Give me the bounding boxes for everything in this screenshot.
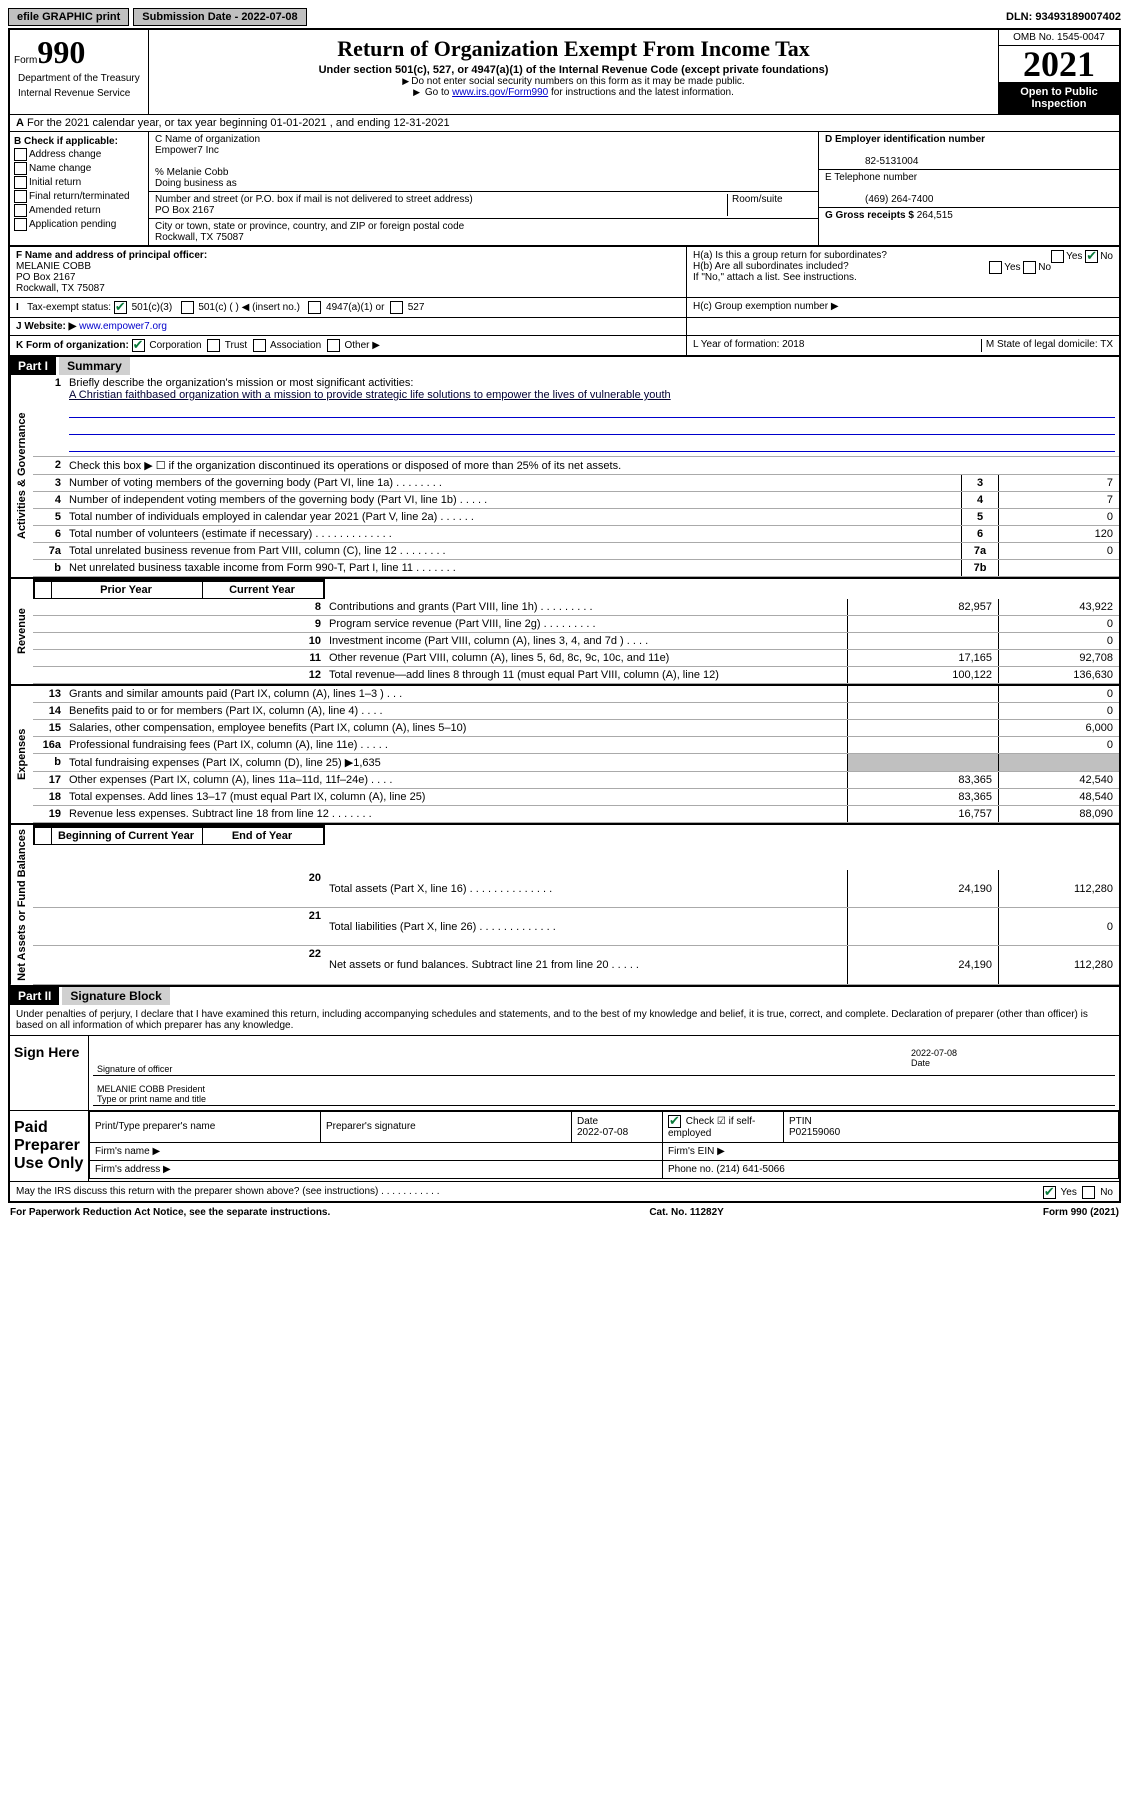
part1-header: Part I: [10, 357, 56, 375]
line-8: 8Contributions and grants (Part VIII, li…: [33, 599, 1119, 616]
perjury-declaration: Under penalties of perjury, I declare th…: [10, 1005, 1119, 1036]
submission-date: Submission Date - 2022-07-08: [133, 8, 306, 26]
phone: (469) 264-7400: [825, 194, 933, 205]
year-formation: L Year of formation: 2018: [693, 339, 981, 352]
line-5: 5Total number of individuals employed in…: [33, 509, 1119, 526]
cat-number: Cat. No. 11282Y: [649, 1207, 723, 1218]
side-netassets: Net Assets or Fund Balances: [10, 825, 33, 985]
rows-f-through-k: F Name and address of principal officer:…: [8, 247, 1121, 357]
form-footer: Form 990 (2021): [1043, 1207, 1119, 1218]
room-suite: Room/suite: [727, 194, 812, 216]
efile-button[interactable]: efile GRAPHIC print: [8, 8, 129, 26]
line-14: 14Benefits paid to or for members (Part …: [33, 703, 1119, 720]
part1-netassets: Net Assets or Fund Balances Beginning of…: [8, 825, 1121, 987]
addr-label: Number and street (or P.O. box if mail i…: [155, 194, 473, 205]
pra-notice: For Paperwork Reduction Act Notice, see …: [10, 1207, 330, 1218]
line-13: 13Grants and similar amounts paid (Part …: [33, 686, 1119, 703]
form-subtitle: Under section 501(c), 527, or 4947(a)(1)…: [157, 64, 990, 76]
line-9: 9Program service revenue (Part VIII, lin…: [33, 616, 1119, 633]
dept-treasury: Department of the Treasury: [14, 71, 144, 86]
dba-label: Doing business as: [155, 178, 237, 189]
tax-year: 2021: [999, 46, 1119, 82]
part2-header: Part II: [10, 987, 59, 1005]
line-10: 10Investment income (Part VIII, column (…: [33, 633, 1119, 650]
line-4: 4Number of independent voting members of…: [33, 492, 1119, 509]
irs-label: Internal Revenue Service: [14, 86, 144, 101]
care-of: % Melanie Cobb: [155, 167, 228, 178]
form-label: Form: [14, 55, 37, 66]
row-a-tax-year: A For the 2021 calendar year, or tax yea…: [8, 114, 1121, 132]
line-15: 15Salaries, other compensation, employee…: [33, 720, 1119, 737]
website-link[interactable]: www.empower7.org: [79, 321, 167, 332]
ssn-note: Do not enter social security numbers on …: [157, 76, 990, 87]
line-22: 22Net assets or fund balances. Subtract …: [33, 946, 1119, 984]
line-7b: bNet unrelated business taxable income f…: [33, 560, 1119, 577]
side-revenue: Revenue: [10, 579, 33, 684]
open-public-badge: Open to Public Inspection: [999, 82, 1119, 114]
g-label: G Gross receipts $: [825, 210, 914, 221]
part2-title: Signature Block: [62, 987, 169, 1005]
part1-expenses: Expenses 13Grants and similar amounts pa…: [8, 686, 1121, 825]
side-expenses: Expenses: [10, 686, 33, 823]
prep-date: 2022-07-08: [577, 1127, 628, 1138]
line-3: 3Number of voting members of the governi…: [33, 475, 1119, 492]
org-name: Empower7 Inc: [155, 145, 219, 156]
side-governance: Activities & Governance: [10, 375, 33, 577]
irs-link[interactable]: www.irs.gov/Form990: [452, 87, 548, 98]
ein: 82-5131004: [825, 156, 918, 167]
form-header: Form990 Department of the Treasury Inter…: [8, 28, 1121, 114]
line-21: 21Total liabilities (Part X, line 26) . …: [33, 907, 1119, 945]
city-state-zip: Rockwall, TX 75087: [155, 232, 244, 243]
line-7a: 7aTotal unrelated business revenue from …: [33, 543, 1119, 560]
sign-here-label: Sign Here: [10, 1036, 89, 1110]
form-number: 990: [37, 34, 85, 70]
street-addr: PO Box 2167: [155, 205, 214, 216]
officer-name: MELANIE COBB: [16, 261, 91, 272]
officer-signature-name: MELANIE COBB President: [97, 1084, 205, 1094]
part1-governance: Activities & Governance 1 Briefly descri…: [8, 375, 1121, 579]
d-label: D Employer identification number: [825, 134, 985, 145]
line-18: 18Total expenses. Add lines 13–17 (must …: [33, 789, 1119, 806]
sig-date: 2022-07-08: [911, 1048, 957, 1058]
gross-receipts: 264,515: [917, 210, 953, 221]
line-16a: 16aProfessional fundraising fees (Part I…: [33, 737, 1119, 754]
page-footer: For Paperwork Reduction Act Notice, see …: [8, 1203, 1121, 1222]
c-label: C Name of organization: [155, 134, 260, 145]
city-label: City or town, state or province, country…: [155, 221, 464, 232]
line-20: 20Total assets (Part X, line 16) . . . .…: [33, 870, 1119, 907]
ptin: P02159060: [789, 1127, 840, 1138]
instructions-note: Go to www.irs.gov/Form990 for instructio…: [157, 87, 990, 98]
e-label: E Telephone number: [825, 172, 917, 183]
line-11: 11Other revenue (Part VIII, column (A), …: [33, 650, 1119, 667]
line-12: 12Total revenue—add lines 8 through 11 (…: [33, 667, 1119, 684]
state-domicile: M State of legal domicile: TX: [981, 339, 1113, 352]
signature-block: Under penalties of perjury, I declare th…: [8, 1005, 1121, 1203]
entity-box: B Check if applicable: Address change Na…: [8, 132, 1121, 247]
officer-addr2: Rockwall, TX 75087: [16, 283, 105, 294]
dln: DLN: 93493189007402: [1006, 11, 1121, 23]
mission-text: A Christian faithbased organization with…: [69, 389, 671, 401]
col-b-checkboxes: B Check if applicable: Address change Na…: [10, 132, 149, 245]
line-16b: bTotal fundraising expenses (Part IX, co…: [33, 754, 1119, 772]
line-6: 6Total number of volunteers (estimate if…: [33, 526, 1119, 543]
part1-title: Summary: [59, 357, 130, 375]
line-19: 19Revenue less expenses. Subtract line 1…: [33, 806, 1119, 823]
top-bar: efile GRAPHIC print Submission Date - 20…: [8, 8, 1121, 26]
form-title: Return of Organization Exempt From Incom…: [157, 36, 990, 62]
part1-revenue: Revenue Prior YearCurrent Year 8Contribu…: [8, 579, 1121, 686]
line-17: 17Other expenses (Part IX, column (A), l…: [33, 772, 1119, 789]
officer-addr1: PO Box 2167: [16, 272, 75, 283]
firm-phone: (214) 641-5066: [716, 1164, 784, 1175]
paid-preparer-label: Paid Preparer Use Only: [10, 1111, 89, 1181]
